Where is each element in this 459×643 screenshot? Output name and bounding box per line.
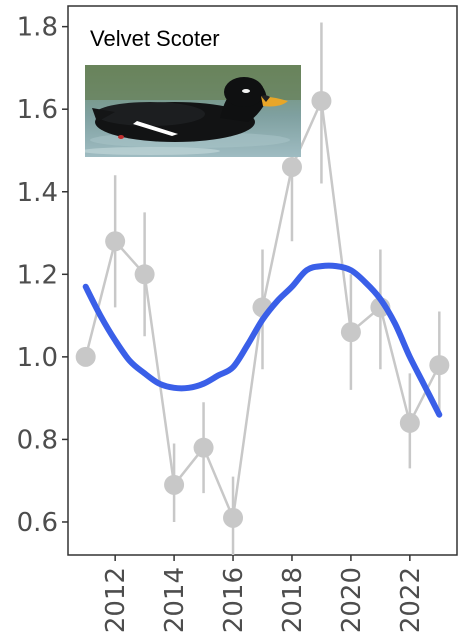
x-tick-label: 2020 — [337, 567, 367, 633]
x-tick-label: 2012 — [101, 567, 131, 633]
data-point — [281, 156, 302, 177]
chart-title: Velvet Scoter — [90, 26, 220, 51]
x-tick-label: 2014 — [160, 567, 190, 633]
data-point — [399, 412, 420, 433]
data-point — [340, 322, 361, 343]
data-point — [311, 90, 332, 111]
y-tick-label: 0.8 — [17, 425, 58, 455]
x-tick-label: 2016 — [219, 567, 249, 633]
data-point — [134, 264, 155, 285]
x-tick-label: 2022 — [396, 567, 426, 633]
axes: 0.6 0.8 1.0 1.2 1.4 1.6 1.8 2012 2014 2016 2018 202… — [17, 13, 426, 634]
y-tick-label: 1.4 — [17, 178, 58, 208]
y-tick-label: 1.2 — [17, 260, 58, 290]
data-point — [105, 231, 126, 252]
data-point — [193, 437, 214, 458]
y-tick-label: 1.0 — [17, 343, 58, 373]
velvet-scoter-photo — [85, 65, 301, 157]
observed-points — [75, 90, 450, 528]
y-tick-label: 0.6 — [17, 508, 58, 538]
x-tick-label: 2018 — [278, 567, 308, 633]
y-tick-label: 1.8 — [17, 13, 58, 43]
trend-line — [82, 262, 443, 418]
data-point — [75, 346, 96, 367]
data-point — [223, 507, 244, 528]
data-point — [164, 474, 185, 495]
data-point — [429, 355, 450, 376]
y-tick-label: 1.6 — [17, 95, 58, 125]
